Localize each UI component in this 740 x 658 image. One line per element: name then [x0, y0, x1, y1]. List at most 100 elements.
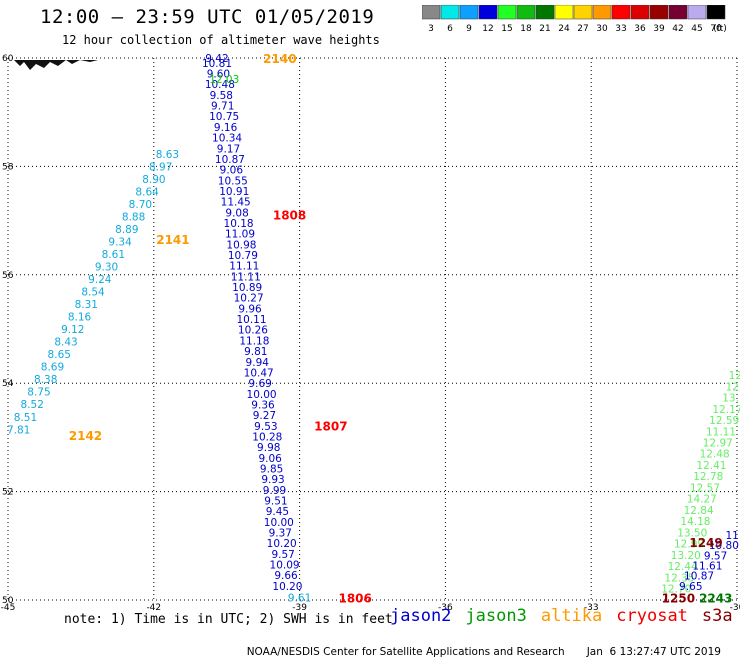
- x-tick-label: -45: [1, 603, 16, 613]
- wave-height-value: 10.34: [212, 133, 242, 145]
- legend-bin-label: 36: [634, 24, 646, 34]
- wave-height-value: 9.96: [238, 303, 262, 315]
- wave-height-value: 12.84: [684, 505, 714, 517]
- wave-height-value: 11.11: [231, 271, 261, 283]
- wave-height-value: 12.57: [690, 482, 720, 494]
- wave-height-value: 10.20: [272, 581, 302, 593]
- wave-height-value: 12.99: [674, 539, 704, 551]
- wave-height-value: 9.57: [704, 550, 727, 562]
- generated-timestamp: Jan 6 13:27:47 UTC 2019: [586, 646, 721, 658]
- wave-height-value: 10.48: [205, 79, 235, 91]
- wave-height-value: 10.87: [684, 571, 714, 583]
- wave-height-value: 8.38: [34, 374, 57, 386]
- wave-height-value: 10.79: [228, 250, 258, 262]
- wave-height-value: 10.26: [238, 325, 268, 337]
- legend-swatch: [535, 5, 555, 20]
- wave-height-value: 13.: [722, 393, 739, 405]
- legend-bin-label: 15: [501, 24, 512, 34]
- legend-bin-label: 45: [691, 24, 702, 34]
- wave-height-value: 9.58: [210, 90, 233, 102]
- wave-height-value: 9.34: [108, 237, 132, 249]
- wave-height-value: 9.69: [248, 378, 271, 390]
- wave-height-value: 9.94: [246, 357, 270, 369]
- wave-height-value: 9.16: [214, 122, 238, 134]
- x-tick-label: -30: [730, 603, 740, 613]
- legend-bin-label: 30: [596, 24, 608, 34]
- wave-height-value: 8.97: [149, 161, 172, 173]
- legend-bin-label: 3: [428, 24, 434, 34]
- wave-height-value: 8.90: [142, 174, 165, 186]
- legend-swatch: [706, 5, 726, 20]
- satellite-legend: jason2 jason3 altika cryosat s3a: [390, 606, 740, 626]
- wave-height-value: 8.75: [27, 387, 50, 399]
- wave-height-value: 9.06: [258, 453, 282, 465]
- wave-height-value: 8.89: [115, 224, 138, 236]
- pass-id-label: 2243: [699, 591, 732, 605]
- wave-height-value: 9.06: [220, 165, 244, 177]
- wave-height-value: 14.18: [680, 516, 710, 528]
- wave-height-value: 9.12: [61, 324, 84, 336]
- wave-height-value: 11.61: [692, 561, 722, 573]
- footnote: note: 1) Time is in UTC; 2) SWH is in fe…: [64, 612, 393, 627]
- wave-height-value: 10.20: [267, 538, 297, 550]
- credit-text: NOAA/NESDIS Center for Satellite Applica…: [246, 646, 565, 658]
- legend-bin-label: 12: [482, 24, 493, 34]
- wave-height-value: 9.71: [211, 101, 234, 113]
- wave-height-value: 10.11: [236, 314, 266, 326]
- wave-height-value: 9.24: [88, 274, 112, 286]
- x-tick-label: -33: [584, 603, 599, 613]
- wave-height-value: 14.27: [687, 494, 717, 506]
- y-tick-label: 58: [2, 162, 14, 172]
- legend-swatch: [516, 5, 536, 20]
- wave-height-value: 10.00: [247, 389, 277, 401]
- wave-height-value: 11.18: [239, 335, 269, 347]
- wave-height-value: 9.27: [253, 410, 276, 422]
- y-tick-label: 52: [2, 488, 13, 498]
- wave-height-value: 12.59: [709, 415, 739, 427]
- wave-height-value: 12.03: [209, 74, 239, 86]
- wave-height-value: 11.09: [225, 229, 255, 241]
- wave-height-value: 8.51: [14, 412, 37, 424]
- legend-swatch: [611, 5, 631, 20]
- wave-height-value: 12.78: [693, 471, 723, 483]
- legend-swatch: [630, 5, 650, 20]
- wave-height-value: 10.81: [202, 58, 232, 70]
- wave-height-value: 9.61: [288, 592, 311, 604]
- pass-id-label: 2141: [156, 233, 189, 247]
- chart-title: 12:00 – 23:59 UTC 01/05/2019: [40, 6, 375, 28]
- wave-height-value: 9.17: [217, 143, 240, 155]
- credit-footer: NOAA/NESDIS Center for Satellite Applica…: [240, 634, 740, 658]
- legend-bin-label: 33: [615, 24, 626, 34]
- wave-height-value: 8.64: [135, 186, 159, 198]
- legend-swatch: [497, 5, 517, 20]
- wave-height-value: 12.35: [664, 572, 694, 584]
- wave-height-value: 11: [725, 530, 738, 542]
- legend-swatch: [649, 5, 669, 20]
- satellite-name: altika: [540, 606, 603, 626]
- pass-id-label: 1806: [338, 591, 371, 605]
- wave-height-value: 9.60: [207, 69, 230, 81]
- x-tick-label: -39: [292, 603, 307, 613]
- satellite-name: cryosat: [616, 606, 688, 626]
- legend-swatch: [422, 5, 441, 20]
- y-tick-label: 54: [2, 379, 14, 389]
- legend-swatch: [668, 5, 688, 20]
- wave-height-value: 9.99: [263, 485, 286, 497]
- wave-height-value: 10.27: [234, 293, 264, 305]
- legend-bin-label: 27: [577, 24, 588, 34]
- wave-height-value: 8.69: [41, 362, 64, 374]
- wave-height-value: 8.43: [54, 337, 77, 349]
- satellite-name: s3a: [701, 606, 733, 626]
- wave-height-value: 10.91: [219, 186, 249, 198]
- wave-height-value: 12.41: [696, 460, 726, 472]
- legend-bin-label: 24: [558, 24, 570, 34]
- wave-height-value: 9.53: [254, 421, 277, 433]
- legend-swatch: [440, 5, 460, 20]
- wave-height-value: 9.30: [95, 262, 118, 274]
- wave-height-value: 10.87: [215, 154, 245, 166]
- pass-id-label: 1807: [314, 419, 347, 433]
- legend-unit: (ft): [713, 24, 727, 34]
- satellite-name: jason3: [465, 606, 527, 626]
- wave-height-value: 10.18: [224, 218, 254, 230]
- wave-height-value: 12.48: [700, 449, 730, 461]
